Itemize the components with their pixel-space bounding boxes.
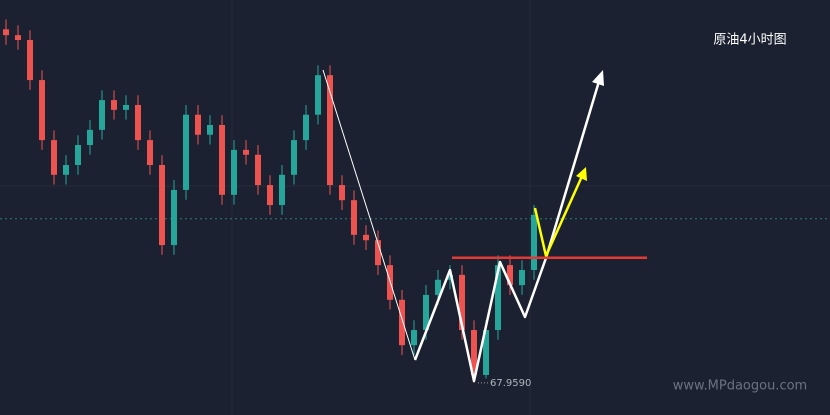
candle-body xyxy=(303,114,309,141)
candle-body xyxy=(267,185,273,206)
candle-body xyxy=(411,330,417,346)
candle-body xyxy=(279,174,285,206)
candle-body xyxy=(207,124,213,135)
candle-body xyxy=(471,330,477,375)
candles xyxy=(0,19,830,383)
candle-body xyxy=(171,189,177,246)
candle-body xyxy=(507,265,513,286)
chart-title: 原油4小时图 xyxy=(713,33,786,48)
candle-body xyxy=(327,75,333,186)
candle-body xyxy=(75,145,81,166)
candle-body xyxy=(51,140,57,175)
forecast-arrow xyxy=(533,167,587,260)
candle-body xyxy=(315,75,321,115)
price-label: 67.9590 xyxy=(490,378,531,389)
candle-body xyxy=(63,165,69,175)
candle-body xyxy=(255,154,261,186)
candle-body xyxy=(99,100,105,130)
candle-body xyxy=(231,149,237,195)
candle-body xyxy=(3,29,9,36)
candle-body xyxy=(519,269,525,286)
candle-body xyxy=(375,240,381,266)
candle-body xyxy=(351,200,357,235)
candle-body xyxy=(495,265,501,331)
candle-body xyxy=(399,299,405,346)
candle-body xyxy=(27,40,33,81)
candle-body xyxy=(531,214,537,270)
candle-body xyxy=(423,294,429,331)
candle-body xyxy=(219,124,225,195)
candle-body xyxy=(87,129,93,146)
candle-body xyxy=(15,35,21,41)
candle-body xyxy=(447,274,453,280)
candle-body xyxy=(195,114,201,135)
candle-body xyxy=(339,185,345,201)
candle-body xyxy=(111,100,117,110)
watermark: www.MPdaogou.com xyxy=(673,379,807,394)
candle-body xyxy=(39,80,45,141)
candle-body xyxy=(483,330,489,375)
candle-body xyxy=(147,140,153,166)
candle-body xyxy=(123,104,129,110)
candle-body xyxy=(291,140,297,175)
candle-body xyxy=(159,165,165,246)
candle-body xyxy=(435,279,441,295)
candle-body xyxy=(135,104,141,141)
candle-body xyxy=(183,114,189,190)
candle-body xyxy=(243,149,249,155)
candle-body xyxy=(459,274,465,331)
candle-body xyxy=(363,234,369,241)
